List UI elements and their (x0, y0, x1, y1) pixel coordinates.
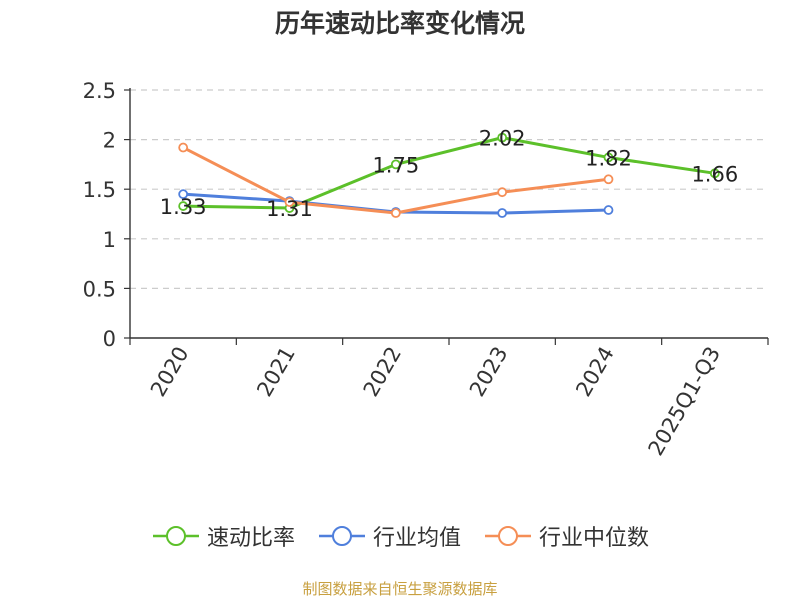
data-label: 2.02 (479, 127, 526, 151)
data-point (390, 159, 401, 170)
y-tick-label: 2.5 (83, 79, 116, 103)
series-line (183, 136, 716, 210)
y-tick-label: 0.5 (83, 277, 116, 301)
grid-lines (130, 89, 768, 289)
y-tick-label: 1.5 (83, 178, 116, 202)
data-label: 1.75 (372, 153, 419, 177)
legend: 速动比率 行业均值 行业中位数 (0, 520, 800, 552)
data-point (603, 174, 614, 185)
data-label: 1.82 (585, 146, 632, 170)
x-tick-label: 2025Q1-Q3 (644, 343, 726, 460)
data-label: 1.31 (266, 197, 313, 221)
data-label: 1.33 (160, 195, 207, 219)
legend-item: 速动比率 (151, 520, 295, 552)
data-point (178, 189, 189, 200)
data-point (603, 205, 614, 215)
y-tick-label: 1 (103, 228, 116, 252)
legend-line-icon (152, 526, 199, 546)
data-label: 1.66 (691, 162, 738, 186)
data-labels: 1.33 1.31 1.75 2.02 1.82 1.66 (160, 127, 738, 221)
data-point (603, 152, 614, 163)
legend-line-icon (485, 526, 531, 546)
data-point (178, 142, 189, 153)
chart-title: 历年速动比率变化情况 (274, 9, 525, 38)
data-point (178, 201, 189, 211)
data-point (497, 187, 508, 198)
data-point (497, 208, 508, 218)
x-tick-label: 2022 (359, 343, 407, 401)
y-tick-label: 2 (103, 129, 116, 153)
legend-label: 行业均值 (372, 526, 461, 551)
x-tick-label: 2021 (252, 343, 300, 401)
y-tick-label: 0 (103, 327, 116, 351)
data-point (497, 132, 508, 143)
legend-label: 行业中位数 (539, 526, 650, 551)
data-point (284, 197, 295, 207)
x-tick-label: 2024 (571, 343, 619, 401)
x-tick-label: 2023 (465, 342, 513, 400)
legend-label: 速动比率 (206, 526, 295, 551)
x-tick-label: 2020 (146, 343, 194, 401)
data-point (390, 208, 401, 218)
legend-item: 行业中位数 (483, 520, 649, 552)
axes: 0 0.5 1 1.5 2 2.5 2020 2021 2022 2023 2024 2025Q1-Q… (83, 79, 769, 460)
data-point (709, 168, 720, 179)
legend-line-icon (318, 526, 365, 546)
source-note: 制图数据来自恒生聚源数据库 (302, 580, 498, 598)
legend-item: 行业均值 (317, 520, 461, 552)
series-lines (178, 132, 720, 218)
